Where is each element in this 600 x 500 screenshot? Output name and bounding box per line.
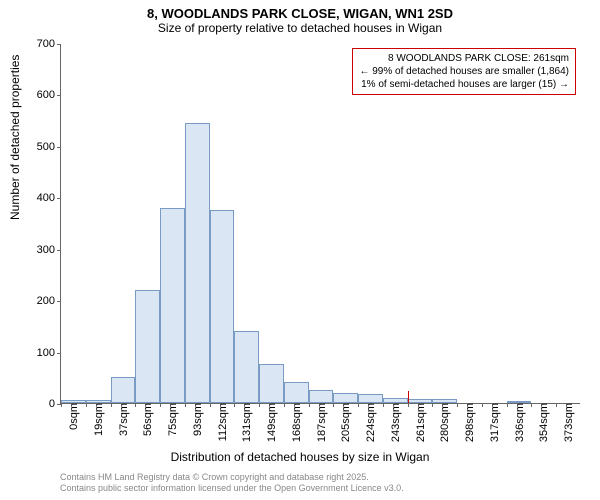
histogram-bar (185, 123, 210, 403)
x-tick-label: 224sqm (361, 403, 377, 442)
x-tick-mark (556, 403, 557, 407)
attribution-line: Contains public sector information licen… (60, 483, 404, 494)
histogram-bar (135, 290, 160, 403)
x-tick-label: 19sqm (89, 403, 105, 436)
annotation-line: ← 99% of detached houses are smaller (1,… (359, 65, 569, 78)
x-tick-mark (86, 403, 87, 407)
y-tick-mark (57, 147, 61, 148)
x-tick-mark (507, 403, 508, 407)
chart-title: 8, WOODLANDS PARK CLOSE, WIGAN, WN1 2SD (0, 0, 600, 21)
histogram-bar (432, 399, 457, 403)
histogram-bar (160, 208, 185, 403)
x-tick-mark (531, 403, 532, 407)
y-tick-mark (57, 250, 61, 251)
plot-area: 8 WOODLANDS PARK CLOSE: 261sqm ← 99% of … (60, 44, 580, 404)
histogram-bar (507, 401, 532, 403)
x-tick-label: 149sqm (262, 403, 278, 442)
x-tick-mark (284, 403, 285, 407)
histogram-bar (383, 398, 408, 403)
x-tick-label: 336sqm (510, 403, 526, 442)
x-tick-mark (333, 403, 334, 407)
histogram-bar (333, 393, 358, 403)
chart-container: 8, WOODLANDS PARK CLOSE, WIGAN, WN1 2SD … (0, 0, 600, 500)
x-tick-label: 317sqm (485, 403, 501, 442)
histogram-bar (234, 331, 259, 403)
histogram-bar (259, 364, 284, 403)
x-tick-mark (358, 403, 359, 407)
x-tick-label: 93sqm (188, 403, 204, 436)
x-tick-mark (259, 403, 260, 407)
histogram-bar (111, 377, 136, 403)
x-tick-mark (432, 403, 433, 407)
x-tick-label: 354sqm (534, 403, 550, 442)
y-tick-mark (57, 44, 61, 45)
histogram-bar (309, 390, 334, 403)
x-tick-label: 56sqm (138, 403, 154, 436)
x-axis-label: Distribution of detached houses by size … (0, 450, 600, 464)
x-tick-label: 298sqm (460, 403, 476, 442)
x-tick-label: 261sqm (411, 403, 427, 442)
x-tick-mark (234, 403, 235, 407)
y-tick-mark (57, 301, 61, 302)
x-tick-label: 168sqm (287, 403, 303, 442)
attribution: Contains HM Land Registry data © Crown c… (60, 472, 404, 494)
x-tick-mark (185, 403, 186, 407)
histogram-bar (408, 399, 433, 403)
x-tick-mark (135, 403, 136, 407)
attribution-line: Contains HM Land Registry data © Crown c… (60, 472, 404, 483)
annotation-line: 8 WOODLANDS PARK CLOSE: 261sqm (359, 52, 569, 65)
chart-subtitle: Size of property relative to detached ho… (0, 21, 600, 39)
histogram-bar (284, 382, 309, 403)
x-tick-mark (61, 403, 62, 407)
histogram-bar (86, 400, 111, 403)
x-tick-label: 131sqm (237, 403, 253, 442)
histogram-bar (61, 400, 86, 403)
annotation-box: 8 WOODLANDS PARK CLOSE: 261sqm ← 99% of … (352, 48, 576, 95)
x-tick-label: 205sqm (336, 403, 352, 442)
x-tick-label: 0sqm (64, 403, 80, 430)
x-tick-label: 112sqm (213, 403, 229, 441)
x-tick-mark (408, 403, 409, 407)
x-tick-mark (111, 403, 112, 407)
histogram-bar (210, 210, 235, 403)
x-tick-label: 37sqm (114, 403, 130, 436)
x-tick-mark (210, 403, 211, 407)
y-tick-mark (57, 353, 61, 354)
x-tick-label: 75sqm (163, 403, 179, 436)
x-tick-label: 280sqm (435, 403, 451, 442)
x-tick-mark (383, 403, 384, 407)
histogram-bar (358, 394, 383, 403)
x-tick-label: 187sqm (312, 403, 328, 442)
x-tick-label: 373sqm (559, 403, 575, 442)
x-tick-label: 243sqm (386, 403, 402, 442)
x-tick-mark (457, 403, 458, 407)
y-axis-label: Number of detached properties (8, 55, 22, 220)
x-tick-mark (482, 403, 483, 407)
annotation-line: 1% of semi-detached houses are larger (1… (359, 78, 569, 91)
x-tick-mark (309, 403, 310, 407)
y-tick-mark (57, 198, 61, 199)
x-tick-mark (160, 403, 161, 407)
y-tick-mark (57, 95, 61, 96)
marker-line (408, 391, 409, 403)
